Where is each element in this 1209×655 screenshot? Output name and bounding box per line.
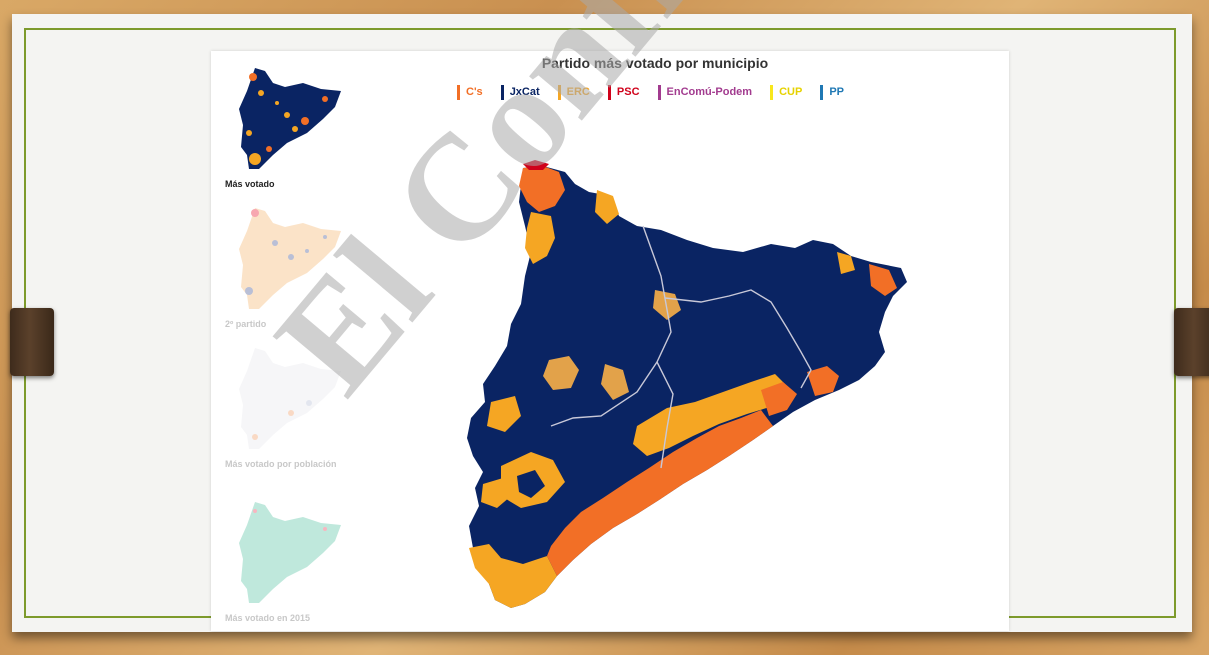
legend-item-psc[interactable]: PSC [607, 84, 640, 100]
legend-swatch [657, 84, 661, 100]
region-erc-w2 [601, 364, 629, 400]
region-erc-south [469, 544, 557, 608]
map-panel: Partido más votado por municipio C's JxC… [211, 51, 1009, 631]
legend-label: C's [466, 86, 483, 98]
region-erc-w1 [543, 356, 579, 390]
thumbnail-mas-votado[interactable]: Más votado [225, 63, 345, 191]
legend-swatch [770, 84, 774, 100]
binder-clip-right [1174, 308, 1209, 376]
thumbnail-map-1 [239, 68, 341, 169]
region-erc-ne2 [837, 252, 855, 274]
legend-swatch [557, 84, 561, 100]
legend-label: ERC [566, 86, 590, 98]
thumbnail-label: Más votado en 2015 [225, 613, 311, 623]
thumbnail-mas-votado-poblacion[interactable]: Más votado por población [225, 343, 345, 471]
legend-label: JxCat [509, 86, 540, 98]
legend: C's JxCat ERC PSC EnComú-Podem CUP [457, 83, 862, 101]
legend-swatch [820, 84, 824, 100]
legend-swatch [457, 84, 460, 100]
legend-label: CUP [779, 86, 803, 98]
region-jxcat-base [467, 166, 907, 608]
province-border [550, 225, 672, 427]
thumbnail-label: Más votado [225, 179, 275, 189]
province-border [664, 289, 812, 389]
thumbnail-map-2 [239, 208, 341, 309]
legend-swatch [607, 84, 611, 100]
legend-swatch [500, 84, 504, 100]
thumbnail-label: 2º partido [225, 319, 267, 329]
region-cs-north [519, 166, 565, 212]
thumbnail-label: Más votado por población [225, 459, 337, 469]
thumbnail-2-partido[interactable]: 2º partido [225, 203, 345, 331]
region-psc-north [523, 160, 549, 170]
region-cs-coast [547, 410, 773, 576]
legend-item-encomu-podem[interactable]: EnComú-Podem [657, 84, 753, 100]
catalonia-main-map[interactable] [461, 156, 921, 616]
slide-frame: Partido más votado por municipio C's JxC… [10, 0, 1209, 632]
thumbnail-mas-votado-2015[interactable]: Más votado en 2015 [225, 497, 345, 625]
legend-label: PSC [616, 86, 640, 98]
binder-clip-left [10, 308, 54, 376]
legend-item-cs[interactable]: C's [457, 84, 483, 100]
legend-item-erc[interactable]: ERC [557, 84, 590, 100]
map-title: Partido más votado por municipio [541, 55, 769, 71]
region-erc-nw [525, 212, 555, 264]
region-erc-ne [869, 264, 897, 296]
province-border [656, 361, 674, 469]
region-erc-w3 [653, 290, 681, 320]
region-erc-central-s [633, 374, 789, 456]
region-erc-n2 [595, 190, 619, 224]
legend-label: PP [829, 86, 844, 98]
thumbnail-map-3 [239, 348, 341, 449]
thumbnail-map-4 [239, 502, 341, 603]
region-cs-bcn [761, 382, 797, 416]
legend-item-pp[interactable]: PP [820, 84, 844, 100]
legend-item-jxcat[interactable]: JxCat [500, 84, 540, 100]
region-erc-ebro [517, 536, 553, 560]
region-erc-east [807, 366, 839, 396]
region-erc-w4 [487, 396, 521, 432]
region-jxcat-tarr [517, 470, 545, 498]
legend-item-cup[interactable]: CUP [770, 84, 803, 100]
legend-label: EnComú-Podem [666, 86, 753, 98]
